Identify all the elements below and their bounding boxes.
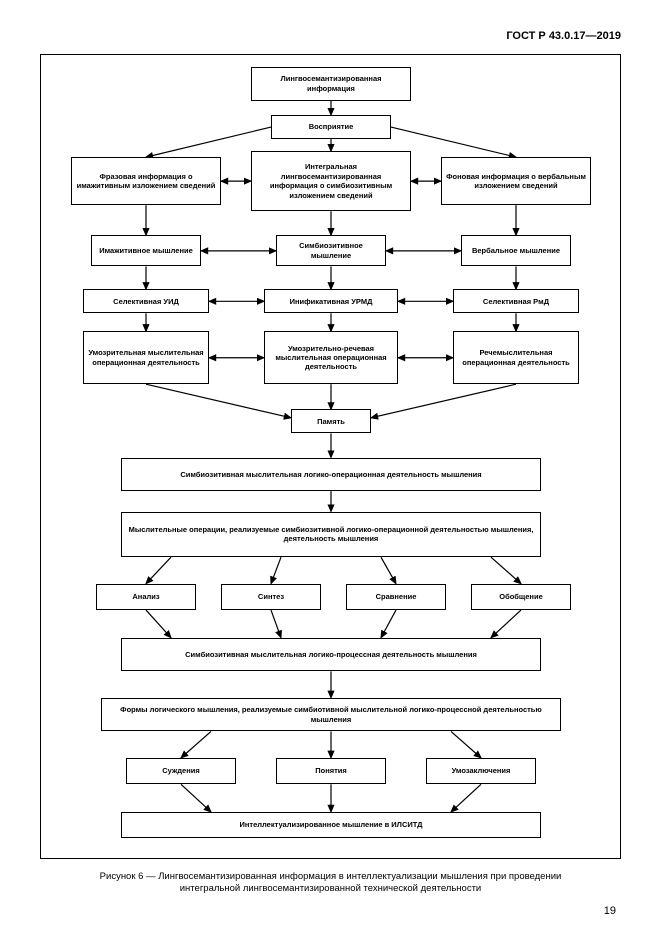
flowchart-arrow	[146, 557, 171, 583]
flowchart-arrow	[146, 610, 171, 638]
flowchart-arrow	[371, 384, 516, 418]
flowchart-node: Умозрительная мыслительная операционная …	[83, 331, 209, 384]
flowchart-node: Имажитивное мышление	[91, 235, 201, 266]
flowchart-node: Симбиозитивная мыслительная логико-опера…	[121, 458, 541, 492]
flowchart-node: Суждения	[126, 758, 236, 784]
flowchart-node: Обобщение	[471, 584, 571, 610]
flowchart-arrow	[451, 731, 481, 757]
flowchart-arrow	[181, 784, 211, 812]
flowchart-node: Симбиозитивная мыслительная логико-проце…	[121, 638, 541, 672]
page: ГОСТ Р 43.0.17—2019 Лингвосемантизирован…	[0, 0, 661, 935]
flowchart-node: Инификативная УРМД	[264, 289, 398, 313]
figure-caption: Рисунок 6 — Лингвосемантизированная инфо…	[40, 871, 621, 896]
page-number: 19	[604, 905, 616, 917]
flowchart-node: Интеллектуализированное мышление в ИЛСИТ…	[121, 812, 541, 838]
flowchart-node: Понятия	[276, 758, 386, 784]
flowchart-node: Вербальное мышление	[461, 235, 571, 266]
flowchart-arrow	[271, 610, 281, 638]
flowchart-arrow	[451, 784, 481, 812]
flowchart-node: Восприятие	[271, 115, 391, 139]
flowchart-node: Фразовая информация о имажитивным изложе…	[71, 157, 221, 205]
flowchart-node: Анализ	[96, 584, 196, 610]
flowchart-node: Память	[291, 409, 371, 433]
flowchart-node: Умозрительно-речевая мыслительная операц…	[264, 331, 398, 384]
flowchart-arrow	[181, 731, 211, 757]
flowchart-arrow	[381, 557, 396, 583]
flowchart-node: Мыслительные операции, реализуемые симби…	[121, 512, 541, 558]
flowchart-arrow	[271, 557, 281, 583]
flowchart-arrow	[146, 384, 291, 418]
flowchart-node: Фоновая информация о вербальным изложени…	[441, 157, 591, 205]
flowchart-node: Умозаключения	[426, 758, 536, 784]
flowchart-node: Лингвосемантизированная информация	[251, 67, 411, 101]
flowchart-node: Формы логического мышления, реализуемые …	[101, 698, 561, 732]
flowchart-arrow	[491, 610, 521, 638]
flowchart-arrow	[491, 557, 521, 583]
caption-line-1: Рисунок 6 — Лингвосемантизированная инфо…	[100, 871, 562, 882]
flowchart-node: Синтез	[221, 584, 321, 610]
document-header: ГОСТ Р 43.0.17—2019	[40, 30, 621, 42]
flowchart-node: Селективная УИД	[83, 289, 209, 313]
flowchart-node: Интегральная лингвосемантизированная инф…	[251, 151, 411, 211]
flowchart-node: Речемыслительная операционная деятельнос…	[453, 331, 579, 384]
diagram-frame: Лингвосемантизированная информация Воспри…	[40, 54, 621, 859]
caption-line-2: интегральной лингвосемантизированной тех…	[180, 883, 482, 894]
flowchart-node: Селективная РмД	[453, 289, 579, 313]
flowchart-node: Симбиозитивное мышление	[276, 235, 386, 266]
flowchart-node: Сравнение	[346, 584, 446, 610]
flowchart-arrow	[381, 610, 396, 638]
